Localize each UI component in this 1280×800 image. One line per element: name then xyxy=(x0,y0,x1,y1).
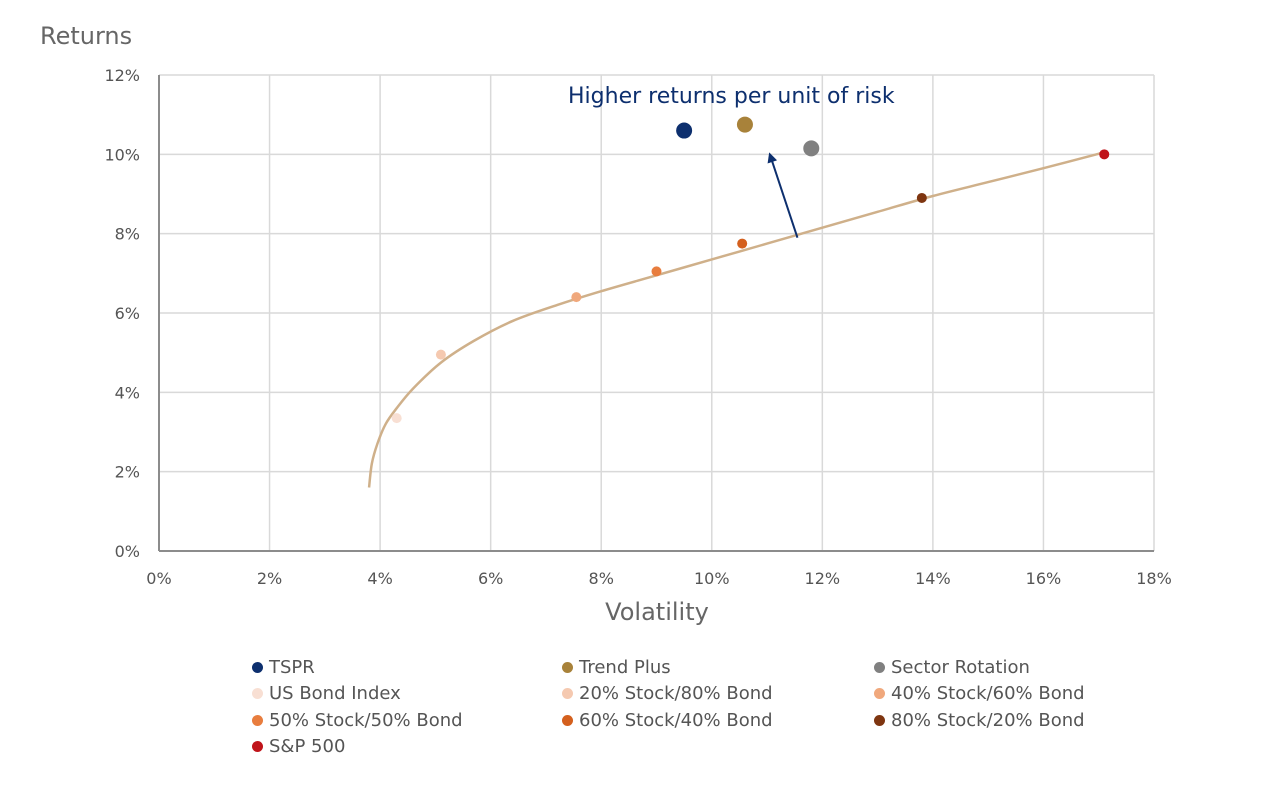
legend-marker xyxy=(562,661,573,673)
y-tick-label: 12% xyxy=(104,66,140,85)
chart-legend: TSPR Trend Plus Sector Rotation US Bond Ind… xyxy=(252,656,1132,758)
legend-label: 50% Stock/50% Bond xyxy=(269,709,463,731)
chart-text: Returns Volatility Higher returns per un… xyxy=(40,22,1172,626)
legend-marker xyxy=(252,714,263,726)
legend-marker xyxy=(252,741,263,753)
point-s-p-500 xyxy=(1099,149,1110,160)
x-tick-label: 4% xyxy=(367,569,392,588)
legend-label: 20% Stock/80% Bond xyxy=(579,683,773,705)
legend-label: TSPR xyxy=(269,656,315,678)
legend-item-us-bond-index: US Bond Index xyxy=(252,683,562,706)
point-80-stock-20-bond xyxy=(916,192,927,203)
y-axis-title: Returns xyxy=(40,22,132,50)
legend-item-80-stock-20-bond: 80% Stock/20% Bond xyxy=(874,709,1132,732)
legend-label: Sector Rotation xyxy=(891,656,1030,678)
point-us-bond-index xyxy=(391,413,402,424)
y-tick-label: 10% xyxy=(104,145,140,164)
point-50-stock-50-bond xyxy=(651,266,662,277)
legend-label: 60% Stock/40% Bond xyxy=(579,709,773,731)
legend-item-trend-plus: Trend Plus xyxy=(562,656,874,679)
point-40-stock-60-bond xyxy=(571,292,582,303)
efficient-frontier-curve xyxy=(367,151,1105,488)
y-tick-label: 6% xyxy=(115,304,140,323)
y-tick-label: 2% xyxy=(115,463,140,482)
scatter-chart: Returns Volatility Higher returns per un… xyxy=(40,22,1172,626)
x-tick-label: 8% xyxy=(589,569,614,588)
legend-marker xyxy=(874,714,885,726)
arrow-layer xyxy=(767,152,799,238)
legend-label: S&P 500 xyxy=(269,736,346,758)
legend-item-tspr: TSPR xyxy=(252,656,562,679)
annotation-higher-returns: Higher returns per unit of risk xyxy=(568,84,895,109)
point-60-stock-40-bond xyxy=(737,238,748,249)
y-tick-label: 4% xyxy=(115,383,140,402)
legend-marker xyxy=(562,688,573,700)
legend-item-40-stock-60-bond: 40% Stock/60% Bond xyxy=(874,683,1132,706)
x-tick-label: 16% xyxy=(1026,569,1062,588)
point-20-stock-80-bond xyxy=(435,349,446,360)
x-tick-label: 0% xyxy=(146,569,171,588)
frontier-curve-layer xyxy=(367,151,1105,488)
legend-label: 40% Stock/60% Bond xyxy=(891,683,1085,705)
legend-item-60-stock-40-bond: 60% Stock/40% Bond xyxy=(562,709,874,732)
legend-marker xyxy=(874,661,885,673)
point-tspr xyxy=(676,122,693,139)
point-trend-plus xyxy=(736,116,753,133)
legend-item-20-stock-80-bond: 20% Stock/80% Bond xyxy=(562,683,874,706)
legend-marker xyxy=(252,661,263,673)
legend-label: 80% Stock/20% Bond xyxy=(891,709,1085,731)
x-axis-title: Volatility xyxy=(605,598,709,626)
legend-label: US Bond Index xyxy=(269,683,401,705)
x-tick-label: 2% xyxy=(257,569,282,588)
legend-label: Trend Plus xyxy=(579,656,671,678)
x-tick-label: 18% xyxy=(1136,569,1172,588)
legend-marker xyxy=(874,688,885,700)
y-tick-label: 8% xyxy=(115,225,140,244)
legend-marker xyxy=(252,688,263,700)
x-tick-label: 14% xyxy=(915,569,951,588)
legend-item-sector-rotation: Sector Rotation xyxy=(874,656,1132,679)
grid-lines xyxy=(159,74,1155,551)
x-tick-label: 6% xyxy=(478,569,503,588)
legend-item-50-stock-50-bond: 50% Stock/50% Bond xyxy=(252,709,562,732)
y-tick-label: 0% xyxy=(115,542,140,561)
legend-item-s-p-500: S&P 500 xyxy=(252,736,562,759)
x-tick-label: 12% xyxy=(805,569,841,588)
improvement-arrow xyxy=(767,152,799,238)
legend-marker xyxy=(562,714,573,726)
point-sector-rotation xyxy=(803,140,820,157)
data-points xyxy=(391,116,1110,424)
x-tick-label: 10% xyxy=(694,569,730,588)
axes xyxy=(158,75,1154,552)
